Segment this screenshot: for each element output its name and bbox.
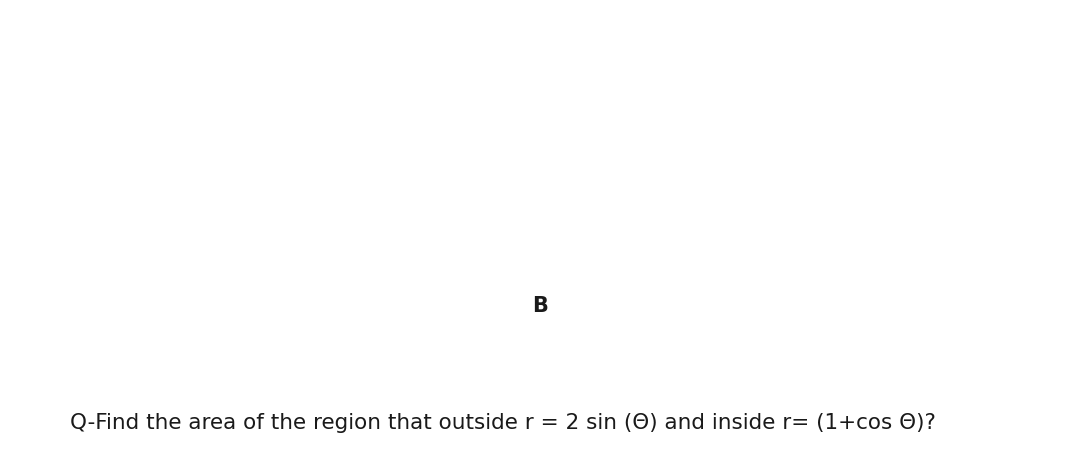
Text: Q-Find the area of the region that outside r = 2 sin (Θ) and inside r= (1+cos Θ): Q-Find the area of the region that outsi… <box>70 413 936 433</box>
Text: B: B <box>532 296 548 315</box>
